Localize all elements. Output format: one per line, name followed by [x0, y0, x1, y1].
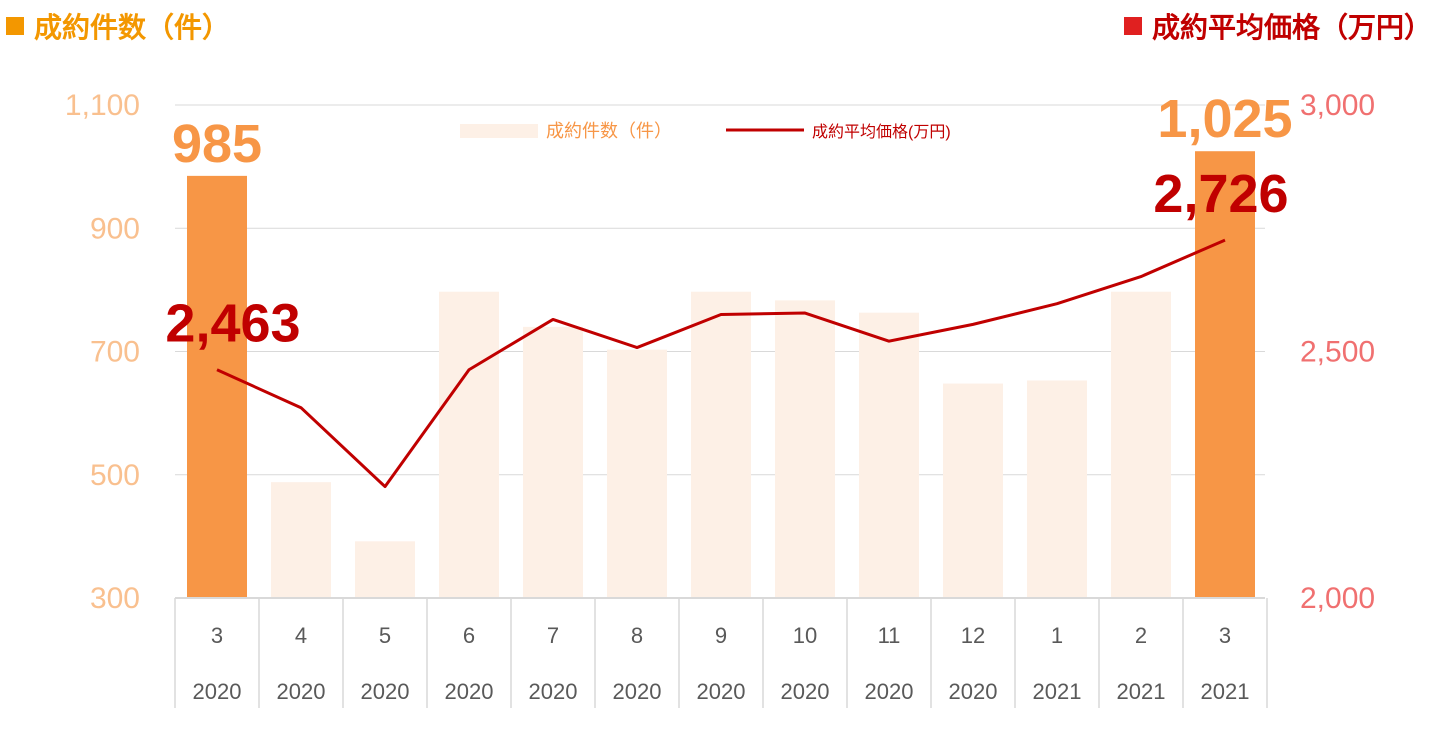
category-month-label: 3 [211, 623, 223, 648]
left-title-marker [6, 17, 24, 35]
category-year-label: 2020 [697, 679, 746, 704]
category-month-label: 10 [793, 623, 817, 648]
line-data-label: 2,726 [1153, 164, 1288, 224]
left-axis-title: 成約件数（件） [6, 6, 230, 46]
category-year-label: 2020 [361, 679, 410, 704]
left-axis-tick-label: 300 [90, 582, 140, 615]
category-year-label: 2020 [277, 679, 326, 704]
left-title-text: 成約件数（件） [34, 11, 231, 44]
category-year-label: 2020 [193, 679, 242, 704]
category-year-label: 2020 [613, 679, 662, 704]
category-month-label: 2 [1135, 623, 1147, 648]
category-month-label: 1 [1051, 623, 1063, 648]
bar [607, 349, 667, 598]
right-axis-title: 成約平均価格（万円） [1123, 6, 1432, 46]
category-month-label: 5 [379, 623, 391, 648]
bar-data-label: 985 [172, 114, 262, 174]
category-month-label: 12 [961, 623, 985, 648]
category-year-label: 2021 [1033, 679, 1082, 704]
bar [523, 326, 583, 598]
legend-bar-label: 成約件数（件） [546, 121, 672, 141]
category-month-label: 4 [295, 623, 307, 648]
right-axis-tick-label: 3,000 [1300, 89, 1375, 122]
right-axis-tick-label: 2,500 [1300, 336, 1375, 369]
bar [271, 482, 331, 598]
category-month-label: 8 [631, 623, 643, 648]
bar [1027, 380, 1087, 598]
category-month-label: 6 [463, 623, 475, 648]
bar [859, 312, 919, 598]
right-title-text: 成約平均価格（万円） [1151, 11, 1432, 44]
bar [439, 291, 499, 598]
category-month-label: 11 [878, 623, 901, 648]
category-year-label: 2020 [865, 679, 914, 704]
bar [187, 175, 247, 598]
category-year-label: 2020 [529, 679, 578, 704]
category-month-label: 3 [1219, 623, 1231, 648]
legend-line-label: 成約平均価格(万円) [812, 123, 951, 141]
right-title-marker [1123, 17, 1142, 35]
category-year-label: 2021 [1117, 679, 1166, 704]
bar [691, 291, 751, 598]
left-axis-tick-label: 500 [90, 459, 140, 492]
price-line [216, 238, 1226, 489]
bar [355, 541, 415, 598]
bar [775, 300, 835, 598]
bar [1195, 151, 1255, 598]
left-axis-tick-label: 1,100 [65, 89, 140, 122]
category-year-label: 2020 [949, 679, 998, 704]
legend-bar-swatch [460, 124, 538, 138]
line-data-label: 2,463 [165, 294, 300, 354]
category-month-label: 9 [715, 623, 727, 648]
category-year-label: 2020 [781, 679, 830, 704]
bar [1111, 291, 1171, 598]
category-year-label: 2021 [1201, 679, 1250, 704]
bar-data-label: 1,025 [1157, 89, 1292, 149]
bar [943, 383, 1003, 598]
left-axis-tick-label: 700 [90, 336, 140, 369]
category-month-label: 7 [547, 623, 559, 648]
left-axis-tick-label: 900 [90, 212, 140, 245]
right-axis-tick-label: 2,000 [1300, 582, 1375, 615]
category-year-label: 2020 [445, 679, 494, 704]
